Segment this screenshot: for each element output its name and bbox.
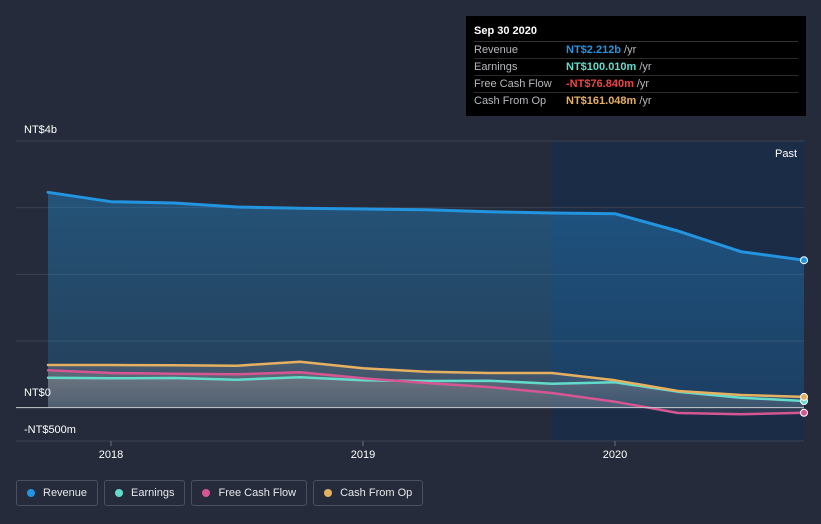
legend-item-earnings[interactable]: Earnings: [104, 480, 186, 506]
tooltip-value: NT$100.010m: [566, 61, 637, 73]
tooltip-row-free-cash-flow: Free Cash Flow -NT$76.840m /yr: [474, 76, 798, 93]
tooltip-value: NT$2.212b: [566, 44, 622, 56]
legend-label: Cash From Op: [340, 487, 413, 499]
free-cash-flow-line: [46, 369, 806, 416]
tooltip-row-revenue: Revenue NT$2.212b /yr: [474, 42, 798, 59]
legend-item-free-cash-flow[interactable]: Free Cash Flow: [191, 480, 308, 506]
x-tick-label: 2019: [351, 449, 375, 461]
cash-from-op-line: [46, 360, 806, 399]
y-label-top: NT$4b: [24, 124, 57, 136]
revenue-area: [48, 192, 804, 408]
tooltip-row-cash-from-op: Cash From Op NT$161.048m /yr: [474, 93, 798, 109]
legend-item-cash-from-op[interactable]: Cash From Op: [313, 480, 424, 506]
tooltip-unit: /yr: [624, 44, 637, 56]
tooltip-label: Cash From Op: [474, 95, 547, 107]
legend-item-revenue[interactable]: Revenue: [16, 480, 99, 506]
tooltip-value: NT$161.048m: [566, 95, 637, 107]
revenue-line: [46, 190, 806, 262]
tooltip-value: -NT$76.840m: [566, 78, 634, 90]
legend-label: Free Cash Flow: [218, 487, 297, 499]
legend-label: Revenue: [43, 487, 88, 499]
y-label-zero: NT$0: [24, 387, 51, 399]
tooltip-label: Earnings: [474, 61, 518, 73]
tooltip-unit: /yr: [636, 78, 650, 90]
tooltip-row-earnings: Earnings NT$100.010m /yr: [474, 59, 798, 76]
tooltip-date: Sep 30 2020: [474, 24, 798, 42]
y-label-bottom: -NT$500m: [24, 424, 76, 436]
tooltip-unit: /yr: [639, 61, 652, 73]
legend-label: Earnings: [131, 487, 175, 499]
revenue-dot-icon: [27, 489, 35, 497]
tooltip-unit: /yr: [639, 95, 652, 107]
x-tick-label: 2020: [603, 449, 627, 461]
cash-from-op-end-point: [800, 392, 808, 401]
past-label: Past: [775, 148, 797, 160]
tooltip-label: Free Cash Flow: [474, 78, 552, 90]
legend: Revenue Earnings Free Cash Flow Cash Fro…: [16, 480, 424, 506]
tooltip: Sep 30 2020 Revenue NT$2.212b /yr Earnin…: [466, 16, 806, 116]
free-cash-flow-dot-icon: [202, 489, 211, 497]
cash-from-op-dot-icon: [324, 489, 333, 497]
x-tick-label: 2018: [99, 449, 123, 461]
tooltip-label: Revenue: [474, 44, 519, 56]
earnings-dot-icon: [115, 489, 124, 497]
revenue-end-point: [800, 256, 808, 265]
free-cash-flow-end-point: [800, 408, 808, 417]
